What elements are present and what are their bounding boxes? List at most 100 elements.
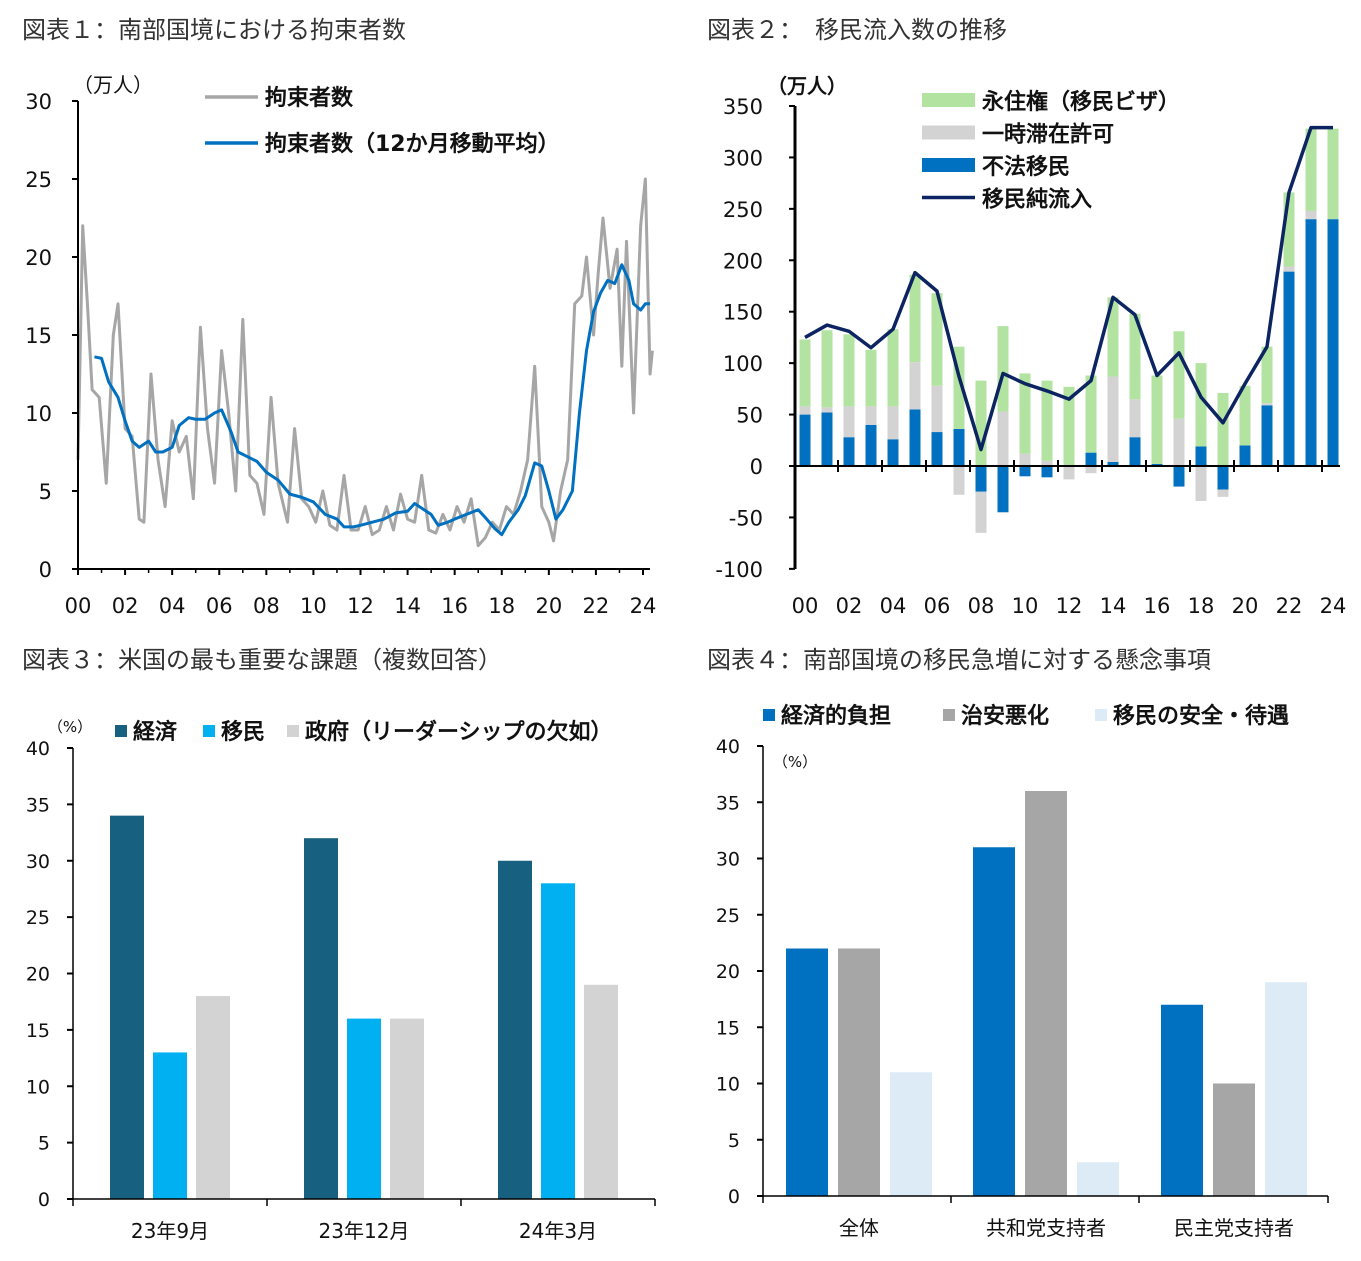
figure-3-title: 図表３：米国の最も重要な課題（複数回答） xyxy=(22,646,502,674)
y-tick-label: 5 xyxy=(728,1130,740,1152)
bar-2 xyxy=(1213,1083,1255,1196)
y-tick-label: 25 xyxy=(26,907,50,929)
x-category-label: 全体 xyxy=(839,1216,879,1240)
series-line-detentions xyxy=(76,177,654,548)
legend-swatch xyxy=(922,158,975,172)
y-tick-label: 20 xyxy=(26,964,50,986)
bar-segment-temporary xyxy=(931,385,943,433)
bar-segment-illegal xyxy=(1239,445,1251,466)
bar-segment-temporary xyxy=(1129,399,1141,438)
y-tick-label: 100 xyxy=(723,352,763,376)
y-axis-unit: （万人） xyxy=(767,74,847,98)
y-tick-label: 35 xyxy=(26,794,50,816)
x-tick-label: 18 xyxy=(1188,594,1215,618)
bar-segment-temporary xyxy=(1195,466,1207,501)
bar-segment-temporary xyxy=(975,491,987,533)
y-tick-label: 15 xyxy=(716,1017,740,1039)
bar-segment-illegal xyxy=(1305,219,1317,466)
bar-3 xyxy=(584,984,618,1199)
x-tick-label: 22 xyxy=(1276,594,1303,618)
y-tick-label: -50 xyxy=(729,506,763,530)
bar-segment-illegal xyxy=(1283,271,1295,466)
x-tick-label: 24 xyxy=(1320,594,1347,618)
bar-segment-temporary xyxy=(1283,266,1295,272)
bar-segment-temporary xyxy=(953,466,965,495)
bar-1 xyxy=(110,815,144,1199)
y-tick-label: 10 xyxy=(26,1076,50,1098)
x-tick-label: 06 xyxy=(206,594,233,618)
bar-segment-temporary xyxy=(909,362,921,410)
legend-label: 永住権（移民ビザ） xyxy=(982,89,1180,115)
bar-1 xyxy=(786,948,828,1196)
figure-4-title: 図表４：南部国境の移民急増に対する懸念事項 xyxy=(707,646,1211,674)
y-tick-label: -100 xyxy=(715,558,763,582)
y-tick-label: 30 xyxy=(26,851,50,873)
bar-2 xyxy=(541,883,575,1199)
bar-segment-illegal xyxy=(799,414,811,466)
y-tick-label: 0 xyxy=(38,1189,50,1211)
bar-segment-illegal xyxy=(997,466,1009,513)
bar-segment-illegal xyxy=(1217,466,1229,490)
bar-segment-temporary xyxy=(821,407,833,413)
bar-segment-permanent xyxy=(887,329,899,407)
x-category-label: 24年3月 xyxy=(519,1219,597,1243)
y-tick-label: 40 xyxy=(26,738,50,760)
y-tick-label: 30 xyxy=(716,849,740,871)
x-tick-label: 04 xyxy=(880,594,907,618)
bar-segment-illegal xyxy=(821,412,833,466)
bar-1 xyxy=(973,847,1015,1196)
bar-segment-permanent xyxy=(931,293,943,386)
y-tick-label: 25 xyxy=(716,905,740,927)
legend-label: 移民 xyxy=(221,719,265,745)
x-tick-label: 12 xyxy=(347,594,374,618)
figure-2-title: 図表２： 移民流入数の推移 xyxy=(707,16,1007,44)
legend-swatch xyxy=(922,125,975,140)
bar-segment-permanent xyxy=(975,380,987,466)
bar-segment-illegal xyxy=(1085,452,1097,466)
bar-segment-permanent xyxy=(1107,297,1119,377)
bar-3 xyxy=(890,1072,932,1196)
y-tick-label: 5 xyxy=(39,480,52,504)
bar-1 xyxy=(1161,1004,1203,1196)
bar-1 xyxy=(498,860,532,1199)
legend-swatch xyxy=(287,725,299,737)
y-tick-label: 10 xyxy=(25,402,52,426)
bar-segment-permanent xyxy=(1173,331,1185,419)
x-tick-label: 02 xyxy=(836,594,863,618)
bar-segment-illegal xyxy=(975,466,987,492)
x-tick-label: 22 xyxy=(583,594,610,618)
legend-label: 拘束者数（12か月移動平均） xyxy=(265,131,560,157)
x-tick-label: 02 xyxy=(112,594,139,618)
bar-segment-permanent xyxy=(865,349,877,407)
bar-segment-illegal xyxy=(953,428,965,466)
y-tick-label: 10 xyxy=(716,1074,740,1096)
y-tick-label: 30 xyxy=(25,90,52,114)
x-category-label: 共和党支持者 xyxy=(986,1216,1106,1240)
bar-segment-permanent xyxy=(1151,375,1163,464)
y-tick-label: 25 xyxy=(25,168,52,192)
x-category-label: 民主党支持者 xyxy=(1174,1216,1294,1240)
bar-segment-temporary xyxy=(1085,466,1097,474)
bar-segment-temporary xyxy=(1019,453,1031,466)
bar-segment-permanent xyxy=(1217,392,1229,466)
x-tick-label: 10 xyxy=(1012,594,1039,618)
y-tick-label: 50 xyxy=(736,404,763,428)
bar-segment-illegal xyxy=(1019,466,1031,477)
bar-segment-permanent xyxy=(1019,373,1031,454)
y-tick-label: 300 xyxy=(723,146,763,170)
bar-segment-temporary xyxy=(1041,460,1053,466)
y-tick-label: 0 xyxy=(728,1186,740,1208)
bar-1 xyxy=(304,838,338,1199)
y-tick-label: 20 xyxy=(25,246,52,270)
bar-segment-temporary xyxy=(1107,376,1119,462)
bar-segment-illegal xyxy=(1151,463,1163,466)
bar-segment-temporary xyxy=(887,406,899,440)
x-tick-label: 08 xyxy=(253,594,280,618)
legend-swatch xyxy=(203,725,215,737)
bar-segment-temporary xyxy=(1217,489,1229,497)
bar-segment-permanent xyxy=(1305,128,1317,211)
bar-segment-permanent xyxy=(1327,128,1339,220)
bar-segment-temporary xyxy=(1173,418,1185,466)
x-tick-label: 20 xyxy=(535,594,562,618)
bar-segment-temporary xyxy=(865,406,877,425)
